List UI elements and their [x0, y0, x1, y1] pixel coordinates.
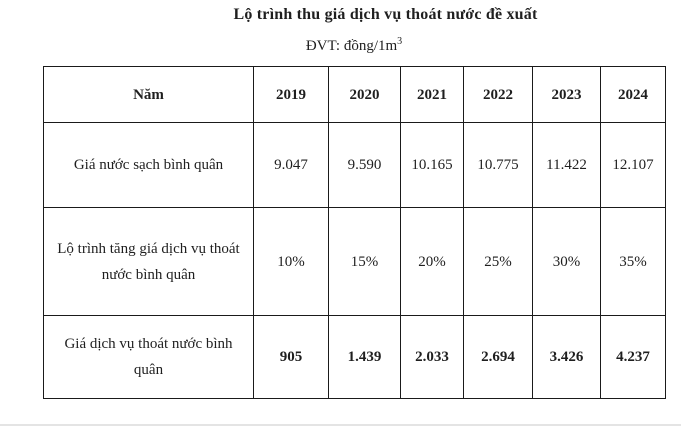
unit-label-text: ĐVT: đồng/1m — [305, 38, 398, 54]
row-label: Giá dịch vụ thoát nước bình quân — [43, 315, 254, 399]
table-header-row: Năm 2019 2020 2021 2022 2023 2024 — [43, 66, 666, 123]
value-cell: 30% — [532, 207, 601, 316]
unit-superscript: 3 — [397, 36, 403, 47]
value-cell: 11.422 — [532, 122, 601, 208]
header-cell-2021: 2021 — [400, 66, 464, 123]
table-row-drainage-service-price: Giá dịch vụ thoát nước bình quân 905 1.4… — [43, 315, 666, 399]
value-cell: 4.237 — [600, 315, 666, 399]
value-cell: 10.775 — [463, 122, 533, 208]
header-cell-2024: 2024 — [600, 66, 666, 123]
value-cell: 1.439 — [328, 315, 401, 399]
value-cell: 9.047 — [253, 122, 329, 208]
value-cell: 25% — [463, 207, 533, 316]
unit-label: ĐVT: đồng/1m3 — [43, 36, 665, 55]
page-title-text: Lộ trình thu giá dịch vụ thoát nước đề x… — [233, 6, 538, 23]
value-cell: 905 — [253, 315, 329, 399]
header-cell-2020: 2020 — [328, 66, 401, 123]
value-cell: 9.590 — [328, 122, 401, 208]
table-row-increase-roadmap: Lộ trình tăng giá dịch vụ thoát nước bìn… — [43, 207, 666, 316]
row-label: Lộ trình tăng giá dịch vụ thoát nước bìn… — [43, 207, 254, 316]
value-cell: 35% — [600, 207, 666, 316]
value-cell: 10.165 — [400, 122, 464, 208]
value-cell: 12.107 — [600, 122, 666, 208]
value-cell: 2.033 — [400, 315, 464, 399]
value-cell: 2.694 — [463, 315, 533, 399]
price-roadmap-table: Năm 2019 2020 2021 2022 2023 2024 Giá nư… — [43, 66, 666, 399]
page-title: Lộ trình thu giá dịch vụ thoát nước đề x… — [0, 6, 681, 24]
header-cell-2019: 2019 — [253, 66, 329, 123]
value-cell: 10% — [253, 207, 329, 316]
bottom-divider — [0, 424, 681, 426]
header-cell-year-label: Năm — [43, 66, 254, 123]
value-cell: 20% — [400, 207, 464, 316]
table-row-clean-water-price: Giá nước sạch bình quân 9.047 9.590 10.1… — [43, 122, 666, 208]
header-cell-2023: 2023 — [532, 66, 601, 123]
value-cell: 15% — [328, 207, 401, 316]
row-label: Giá nước sạch bình quân — [43, 122, 254, 208]
value-cell: 3.426 — [532, 315, 601, 399]
header-cell-2022: 2022 — [463, 66, 533, 123]
